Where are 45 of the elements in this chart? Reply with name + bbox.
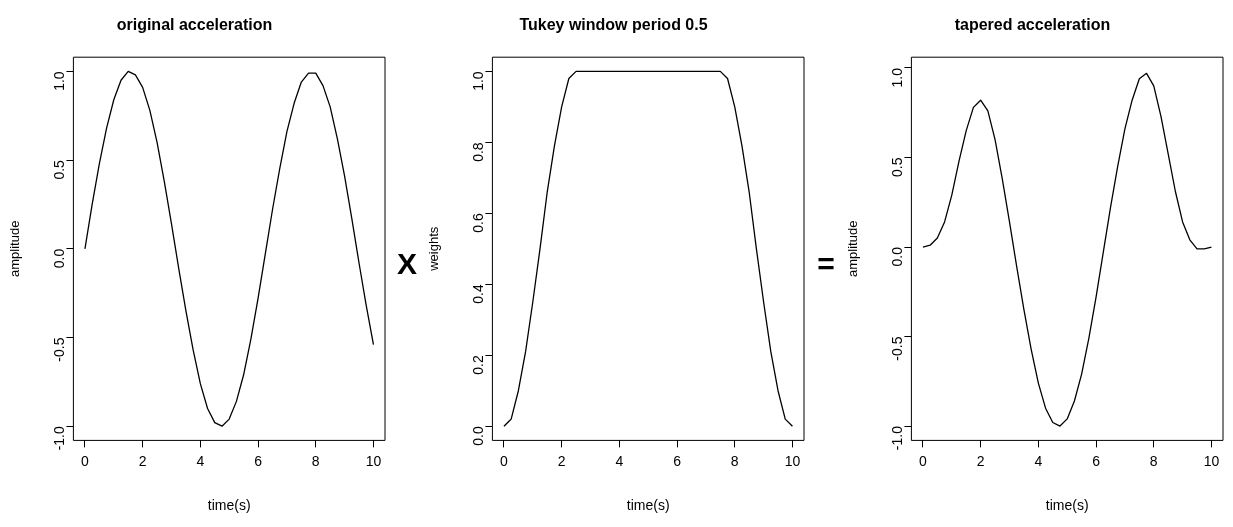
y-tick-label: 0.0 xyxy=(470,426,487,446)
y-tick-label: 1.0 xyxy=(51,71,68,91)
y-tick-label: 0.2 xyxy=(470,355,487,375)
y-axis-title: weights xyxy=(426,226,442,272)
y-tick-label: 0.5 xyxy=(51,159,68,180)
y-axis-title: amplitude xyxy=(845,220,861,277)
y-tick-label: 1.0 xyxy=(889,67,906,88)
x-tick-label: 0 xyxy=(500,452,509,469)
x-tick-label: 4 xyxy=(196,452,205,469)
x-tick-label: 8 xyxy=(1149,452,1158,469)
x-axis-title: time(s) xyxy=(207,497,251,514)
y-tick-label: -1.0 xyxy=(889,425,906,451)
x-tick-label: 0 xyxy=(81,452,90,469)
chart-title: Tukey window period 0.5 xyxy=(519,16,708,34)
y-tick-label: 0.8 xyxy=(470,142,487,162)
y-tick-label: 0.0 xyxy=(889,246,906,267)
x-tick-label: 0 xyxy=(919,452,928,469)
x-tick-label: 8 xyxy=(730,452,739,469)
x-tick-label: 2 xyxy=(976,452,985,469)
y-tick-label: -1.0 xyxy=(51,425,68,451)
x-tick-label: 6 xyxy=(254,452,263,469)
y-tick-label: -0.5 xyxy=(889,336,906,361)
x-tick-label: 4 xyxy=(615,452,624,469)
x-tick-label: 8 xyxy=(311,452,320,469)
x-tick-label: 4 xyxy=(1034,452,1043,469)
x-tick-label: 6 xyxy=(1092,452,1101,469)
chart-title: tapered acceleration xyxy=(954,16,1111,34)
y-tick-label: -0.5 xyxy=(51,337,68,362)
y-tick-label: 0.6 xyxy=(470,213,487,233)
chart-title: original acceleration xyxy=(116,16,273,34)
x-tick-label: 2 xyxy=(557,452,566,469)
text: X xyxy=(396,245,418,282)
x-tick-label: 2 xyxy=(138,452,147,469)
x-tick-label: 10 xyxy=(1203,452,1220,469)
x-tick-label: 6 xyxy=(673,452,682,469)
x-tick-label: 10 xyxy=(784,452,801,469)
x-axis-title: time(s) xyxy=(1045,497,1089,514)
y-tick-label: 1.0 xyxy=(470,71,487,91)
y-axis-title: amplitude xyxy=(7,220,23,277)
text: = xyxy=(816,245,836,282)
x-tick-label: 10 xyxy=(365,452,382,469)
y-tick-label: 0.4 xyxy=(470,284,487,304)
y-tick-label: 0.5 xyxy=(889,157,906,177)
x-axis-title: time(s) xyxy=(626,497,670,514)
y-tick-label: 0.0 xyxy=(51,248,68,269)
